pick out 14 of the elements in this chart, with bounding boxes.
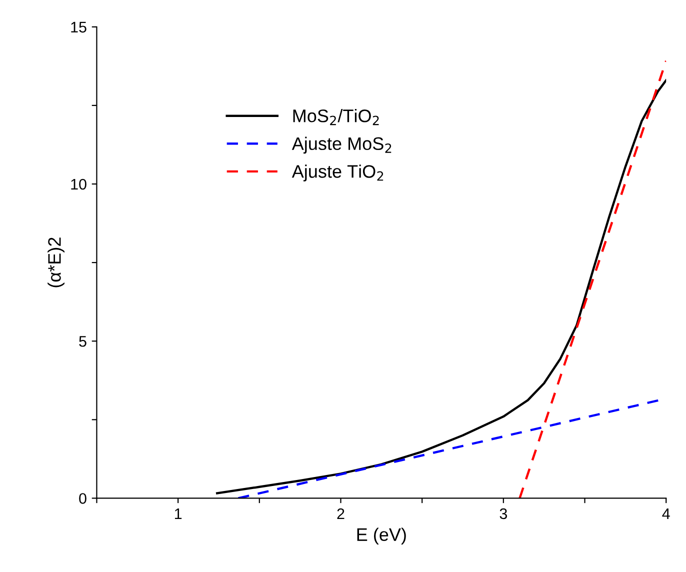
- x-axis-title: E (eV): [357, 528, 406, 545]
- legend-label: Ajuste TiO$_{2}$: [292, 164, 384, 182]
- x-tick-label: 4: [662, 508, 670, 520]
- x-tick-label: 1: [174, 508, 182, 520]
- x-tick-label: 2: [337, 508, 344, 520]
- y-axis-title: (α*E)2: [48, 238, 64, 288]
- y-tick-label: 0: [79, 493, 86, 504]
- legend-label: MoS$_{2}$/TiO$_{2}$: [293, 109, 379, 126]
- y-tick-label: 15: [71, 22, 86, 33]
- x-tick-label: 3: [500, 508, 508, 520]
- y-tick-label: 10: [71, 178, 86, 190]
- legend-label: Ajuste MoS$_{2}$: [292, 136, 392, 154]
- line-series: [216, 79, 666, 494]
- y-tick-label: 5: [79, 336, 86, 347]
